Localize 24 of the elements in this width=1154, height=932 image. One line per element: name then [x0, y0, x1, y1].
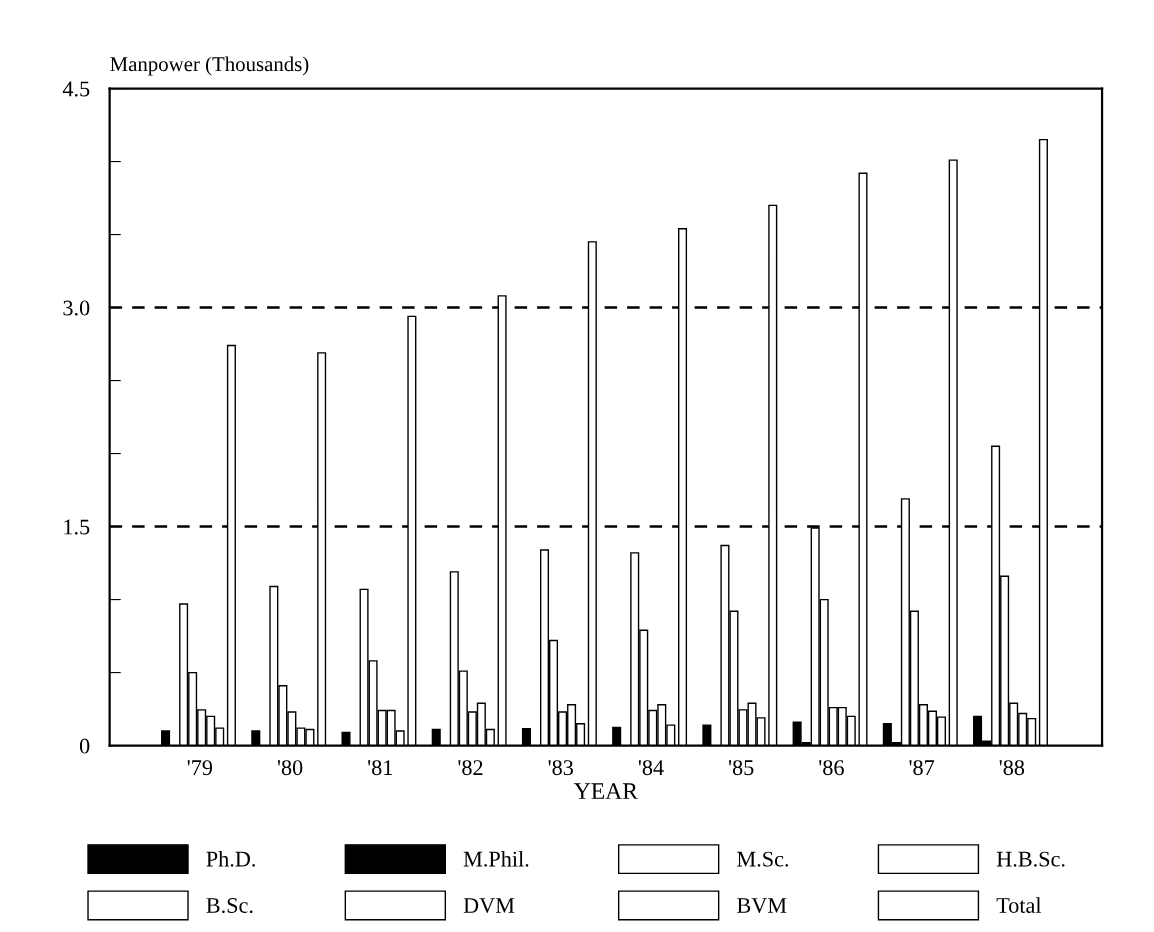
legend-label: M.Phil. [463, 850, 529, 867]
x-tick-label: '80 [277, 760, 303, 776]
x-tick-label: '84 [638, 760, 664, 776]
y-axis-title: Manpower (Thousands) [110, 56, 309, 76]
y-tick-label: 1.5 [64, 519, 90, 535]
x-tick-label: '88 [999, 760, 1025, 776]
x-tick-label: '86 [819, 760, 844, 776]
legend-label: H.B.Sc. [996, 851, 1065, 867]
legend-label: M.Sc. [737, 851, 789, 867]
legend-label: Total [996, 897, 1042, 913]
y-tick-label: 4.5 [62, 81, 90, 97]
legend-label: B.Sc. [206, 897, 253, 914]
x-axis-title: YEAR [573, 783, 638, 799]
legend-label: Ph.D. [206, 850, 255, 867]
x-tick-label: '83 [548, 760, 573, 776]
y-tick-label: 3.0 [63, 300, 90, 316]
x-tick-label: '87 [909, 760, 935, 776]
legend-label: BVM [737, 898, 787, 914]
x-tick-label: '79 [187, 760, 213, 776]
legend-label: DVM [463, 898, 515, 914]
x-tick-label: '81 [368, 760, 393, 776]
y-tick-label: 0 [79, 738, 90, 754]
x-tick-label: '82 [458, 760, 483, 776]
x-tick-label: '85 [729, 760, 754, 776]
